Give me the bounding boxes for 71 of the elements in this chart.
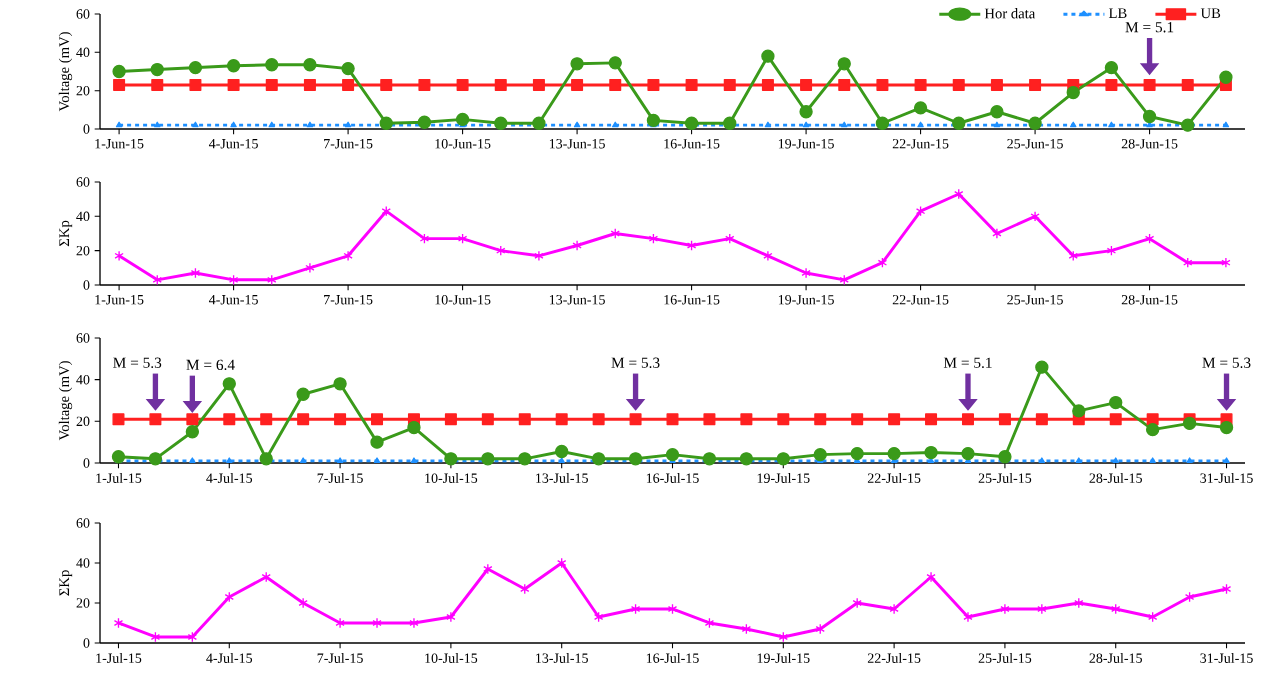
x-tick-label: 22-Jun-15 [892, 139, 949, 149]
x-tick-label: 16-Jun-15 [664, 295, 720, 305]
y-tick-label: 0 [83, 280, 90, 290]
x-tick-label: 25-Jul-15 [978, 653, 1032, 663]
x-tick-label: 28-Jun-15 [1121, 139, 1178, 149]
y-tick-label: 60 [76, 518, 90, 528]
x-tick-label: 22-Jul-15 [867, 473, 921, 483]
x-tick-label: 1-Jul-15 [96, 653, 142, 663]
x-tick-label: 10-Jul-15 [425, 473, 478, 483]
x-tick-label: 28-Jun-15 [1121, 295, 1178, 305]
x-tick-label: 31-Jul-15 [1200, 653, 1253, 663]
x-tick-label: 4-Jun-15 [208, 139, 258, 149]
legend-label: Hor data [984, 8, 1036, 19]
y-axis-title: ΣKp [59, 220, 73, 247]
x-tick-label: 13-Jul-15 [536, 473, 588, 483]
x-tick-label: 7-Jul-15 [317, 653, 363, 663]
y-tick-label: 60 [76, 9, 90, 19]
x-tick-label: 22-Jun-15 [892, 295, 949, 305]
y-axis-title: Voltage (mV) [58, 361, 73, 441]
y-tick-label: 0 [83, 638, 90, 648]
y-tick-label: 20 [76, 85, 90, 96]
x-tick-label: 25-Jul-15 [978, 473, 1032, 483]
legend-label: UB [1200, 8, 1221, 19]
x-tick-label: 19-Jul-15 [757, 653, 810, 663]
x-tick-label: 13-Jul-15 [536, 653, 588, 663]
x-tick-label: 16-Jul-15 [646, 653, 699, 663]
annotation: M = 5.1 [943, 357, 992, 368]
y-tick-label: 20 [76, 598, 90, 608]
x-tick-label: 28-Jul-15 [1089, 473, 1142, 483]
x-tick-label: 1-Jun-15 [95, 295, 144, 305]
y-tick-label: 0 [83, 458, 90, 468]
x-tick-label: 19-Jun-15 [778, 295, 834, 305]
y-tick-label: 60 [76, 333, 90, 343]
x-tick-label: 4-Jul-15 [206, 473, 253, 483]
y-tick-label: 40 [76, 374, 90, 385]
x-tick-label: 10-Jun-15 [435, 295, 491, 305]
x-tick-label: 25-Jun-15 [1007, 295, 1063, 305]
x-tick-label: 16-Jul-15 [646, 473, 699, 483]
x-tick-label: 25-Jun-15 [1007, 139, 1063, 149]
annotation: M = 6.4 [186, 359, 235, 371]
x-tick-label: 22-Jul-15 [867, 653, 921, 663]
y-tick-label: 60 [76, 177, 90, 187]
y-axis-title: Voltage (mV) [58, 32, 73, 112]
x-tick-label: 10-Jun-15 [435, 139, 491, 149]
y-tick-label: 40 [76, 211, 90, 222]
x-tick-label: 13-Jun-15 [549, 295, 605, 305]
y-tick-label: 40 [76, 558, 90, 568]
x-tick-label: 16-Jun-15 [664, 139, 720, 149]
x-tick-label: 7-Jul-15 [317, 473, 363, 483]
y-tick-label: 20 [76, 416, 90, 427]
y-tick-label: 0 [83, 124, 90, 134]
x-tick-label: 13-Jun-15 [549, 139, 605, 149]
annotation: M = 5.3 [611, 357, 660, 368]
y-axis-title: ΣKp [59, 570, 73, 596]
x-tick-label: 19-Jul-15 [757, 473, 810, 483]
annotation: M = 5.1 [1125, 22, 1174, 33]
x-tick-label: 28-Jul-15 [1089, 653, 1142, 663]
x-tick-label: 1-Jun-15 [95, 139, 144, 149]
y-tick-label: 40 [76, 47, 90, 58]
annotation: M = 5.3 [1202, 357, 1251, 368]
x-tick-label: 4-Jun-15 [208, 295, 258, 305]
x-tick-label: 4-Jul-15 [206, 653, 253, 663]
x-tick-label: 31-Jul-15 [1200, 473, 1253, 483]
x-tick-label: 19-Jun-15 [778, 139, 834, 149]
x-tick-label: 7-Jun-15 [324, 295, 373, 305]
x-tick-label: 1-Jul-15 [96, 473, 142, 483]
legend-label: LB [1108, 8, 1127, 19]
y-tick-label: 20 [76, 245, 90, 256]
annotation: M = 5.3 [113, 357, 162, 368]
x-tick-label: 7-Jun-15 [324, 139, 373, 149]
x-tick-label: 10-Jul-15 [425, 653, 478, 663]
